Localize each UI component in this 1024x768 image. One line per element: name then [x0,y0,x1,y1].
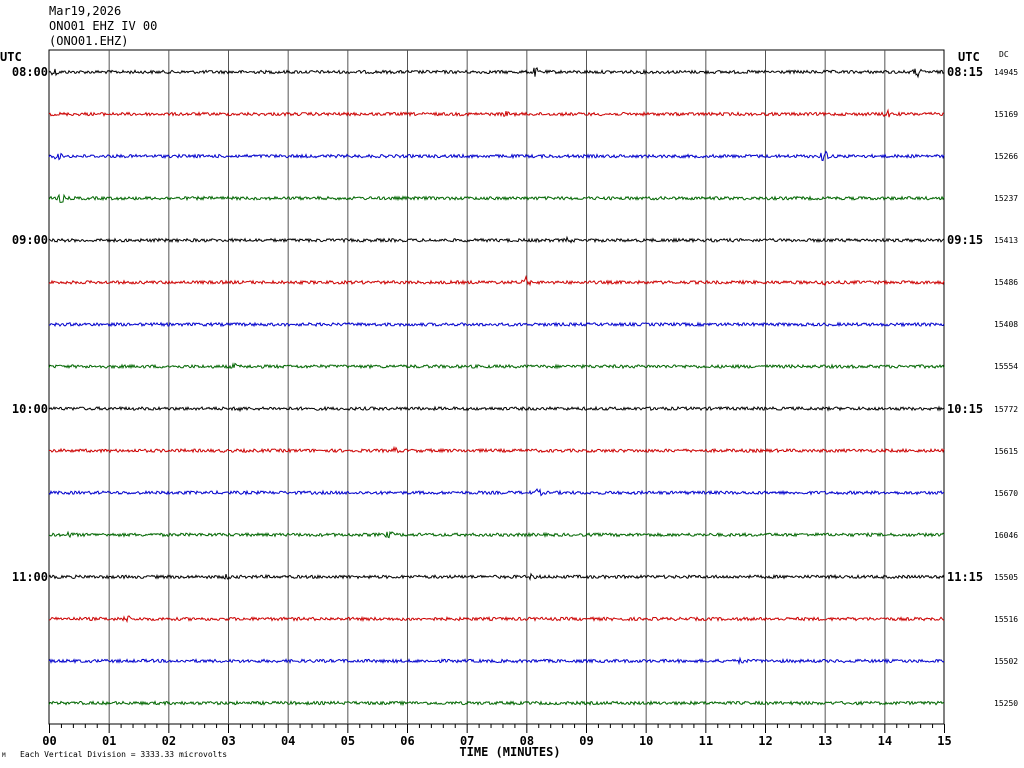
trace-dc-value: 15772 [994,404,1019,414]
header-date: Mar19,2026 [49,4,122,18]
x-tick-label: 08 [520,734,534,748]
x-tick-label: 10 [639,734,653,748]
trace-line [48,193,945,203]
trace-dc-value: 15670 [994,488,1019,498]
trace-dc-value: 15516 [994,614,1019,624]
trace-start-time-label: 11:00 [11,569,48,584]
trace-dc-value: 15413 [994,236,1019,246]
trace-dc-value: 15486 [994,278,1019,288]
trace-line [48,274,945,287]
trace-line [48,405,945,413]
x-tick-label: 11 [699,734,713,748]
x-tick-label: 07 [460,734,474,748]
trace-line [48,445,945,454]
trace-start-time-label: 10:00 [11,401,48,416]
trace-line [48,67,945,79]
trace-dc-value: 15502 [994,656,1019,666]
trace-line [49,321,945,328]
footnote: Each Vertical Division = 3333.33 microvo… [20,750,228,759]
header-station: ONO01 EHZ IV 00 [49,19,158,33]
trace-dc-value: 15237 [994,194,1019,204]
trace-dc-value: 16046 [994,530,1019,540]
trace-dc-value: 15615 [994,446,1019,456]
footer-mark: M [2,752,6,759]
x-tick-label: 01 [102,734,116,748]
trace-dc-value: 15266 [994,152,1019,162]
trace-line [48,108,945,118]
x-tick-label: 00 [42,734,56,748]
x-tick-label: 15 [937,734,951,748]
trace-dc-value: 15250 [994,699,1019,709]
trace-dc-value: 15169 [994,110,1019,120]
x-tick-label: 13 [818,734,832,748]
dc-header-label: DC [999,50,1009,59]
trace-line [48,235,945,244]
trace-line [48,572,945,582]
trace-line [49,615,945,624]
x-tick-label: 05 [341,734,355,748]
x-tick-label: 02 [162,734,176,748]
trace-dc-value: 14945 [994,68,1019,77]
trace-start-time-label: 08:00 [11,65,48,79]
trace-line [48,530,945,539]
x-tick-label: 06 [400,734,414,748]
trace-line [48,699,945,707]
trace-start-time-label: 09:00 [11,233,48,248]
header-channel: (ONO01.EHZ) [49,34,129,48]
x-tick-label: 04 [281,734,295,748]
utc-left-label: UTC [0,50,22,64]
trace-line [48,656,945,666]
trace-dc-value: 15505 [994,572,1019,582]
trace-line [48,362,945,370]
x-axis-label: TIME (MINUTES) [459,745,561,759]
x-tick-label: 14 [878,734,892,748]
x-tick-label: 09 [579,734,593,748]
trace-dc-value: 15554 [994,362,1019,372]
trace-dc-value: 15408 [994,320,1019,330]
trace-end-time-label: 09:15 [947,233,984,248]
trace-line [48,488,945,497]
x-tick-label: 03 [221,734,235,748]
trace-line [48,150,945,162]
trace-end-time-label: 11:15 [947,569,984,584]
trace-end-time-label: 08:15 [947,65,984,79]
utc-right-label: UTC [958,50,980,64]
trace-end-time-label: 10:15 [947,401,984,416]
plot-frame [48,49,945,725]
x-tick-label: 12 [758,734,772,748]
